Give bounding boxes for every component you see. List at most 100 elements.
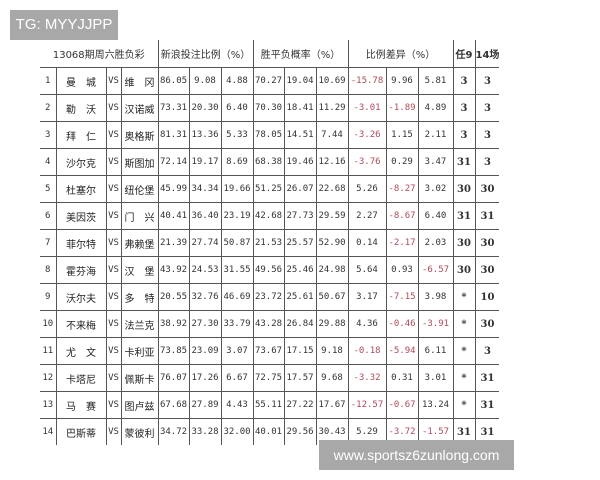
prob-value: 68.38 (252, 148, 284, 176)
c14-value: 30 (474, 310, 500, 338)
prob-value: 11.29 (315, 94, 348, 122)
ren9-value: 31 (452, 418, 475, 445)
sina-value: 34.72 (157, 418, 189, 445)
table-row: 13 马 赛 VS 图卢兹 67.68 27.89 4.43 55.11 27.22 17.67-… (40, 391, 500, 419)
vs-label: VS (105, 256, 121, 284)
table-row: 7 菲尔特 VS 弗赖堡 21.39 27.74 50.87 21.53 25.57 52.90 0… (40, 229, 500, 257)
diff-value: 0.93 (385, 256, 418, 284)
sina-value: 19.66 (220, 175, 253, 203)
row-number: 8 (40, 256, 56, 284)
diff-value: 5.26 (347, 175, 386, 203)
header-14: 14场 (474, 40, 500, 68)
vs-label: VS (105, 94, 121, 122)
prob-value: 17.67 (315, 391, 348, 419)
prob-value: 26.07 (283, 175, 316, 203)
c14-value: 31 (474, 202, 500, 230)
diff-value: -8.27 (385, 175, 418, 203)
diff-value: -8.67 (385, 202, 418, 230)
c14-value: 3 (474, 148, 500, 176)
sina-value: 27.30 (188, 310, 221, 338)
vs-label: VS (105, 67, 121, 95)
diff-value: -3.76 (347, 148, 386, 176)
sina-value: 73.31 (157, 94, 189, 122)
sina-value: 67.68 (157, 391, 189, 419)
prob-value: 72.75 (252, 364, 284, 392)
ren9-value: 30 (452, 229, 475, 257)
diff-value: -3.32 (347, 364, 386, 392)
home-team: 杜塞尔 (55, 175, 106, 203)
prob-value: 27.22 (283, 391, 316, 419)
sina-value: 43.92 (157, 256, 189, 284)
diff-value: 1.15 (385, 121, 418, 149)
sina-value: 20.30 (188, 94, 221, 122)
sina-value: 40.41 (157, 202, 189, 230)
home-team: 不来梅 (55, 310, 106, 338)
diff-value: 6.40 (417, 202, 453, 230)
ren9-value: 30 (452, 175, 475, 203)
sina-value: 27.74 (188, 229, 221, 257)
c14-value: 3 (474, 121, 500, 149)
ren9-value: * (452, 364, 475, 392)
header-prob: 胜平负概率（%） (252, 40, 348, 68)
diff-value: 0.14 (347, 229, 386, 257)
home-team: 卡塔尼 (55, 364, 106, 392)
diff-value: -0.18 (347, 337, 386, 365)
sina-value: 72.14 (157, 148, 189, 176)
prob-value: 43.28 (252, 310, 284, 338)
c14-value: 10 (474, 283, 500, 311)
prob-value: 21.53 (252, 229, 284, 257)
prob-value: 73.67 (252, 337, 284, 365)
prob-value: 52.90 (315, 229, 348, 257)
vs-label: VS (105, 283, 121, 311)
sina-value: 46.69 (220, 283, 253, 311)
diff-value: 3.01 (417, 364, 453, 392)
header-row: 13068期周六胜负彩 新浪投注比例（%） 胜平负概率（%） 比例差异（%） 任… (40, 40, 500, 68)
prob-value: 18.41 (283, 94, 316, 122)
table-row: 12 卡塔尼 VS 佩斯卡 76.07 17.26 6.67 72.75 17.57 9.68 -3… (40, 364, 500, 392)
home-team: 沙尔克 (55, 148, 106, 176)
away-team: 汉 堡 (120, 256, 158, 284)
vs-label: VS (105, 148, 121, 176)
watermark-bottom: www.sportsz6zunlong.com (319, 440, 514, 470)
c14-value: 30 (474, 256, 500, 284)
row-number: 11 (40, 337, 56, 365)
prob-value: 24.98 (315, 256, 348, 284)
diff-value: 6.11 (417, 337, 453, 365)
diff-value: 3.98 (417, 283, 453, 311)
diff-value: -2.17 (385, 229, 418, 257)
away-team: 蒙彼利 (120, 418, 158, 445)
sina-value: 36.40 (188, 202, 221, 230)
diff-value: 3.17 (347, 283, 386, 311)
row-number: 5 (40, 175, 56, 203)
prob-value: 9.18 (315, 337, 348, 365)
table-row: 5 杜塞尔 VS 纽伦堡 45.99 34.34 19.66 51.25 26.07 22.68 5… (40, 175, 500, 203)
diff-value: 0.31 (385, 364, 418, 392)
diff-value: -6.57 (417, 256, 453, 284)
ren9-value: * (452, 283, 475, 311)
sina-value: 23.19 (220, 202, 253, 230)
home-team: 拜 仁 (55, 121, 106, 149)
sina-value: 3.07 (220, 337, 253, 365)
row-number: 3 (40, 121, 56, 149)
diff-value: -5.94 (385, 337, 418, 365)
vs-label: VS (105, 121, 121, 149)
sina-value: 33.28 (188, 418, 221, 445)
vs-label: VS (105, 310, 121, 338)
diff-value: 3.47 (417, 148, 453, 176)
sina-value: 4.43 (220, 391, 253, 419)
sina-value: 33.79 (220, 310, 253, 338)
sina-value: 9.08 (188, 67, 221, 95)
diff-value: 0.29 (385, 148, 418, 176)
sina-value: 19.17 (188, 148, 221, 176)
vs-label: VS (105, 337, 121, 365)
prob-value: 19.46 (283, 148, 316, 176)
diff-value: -12.57 (347, 391, 386, 419)
sina-value: 24.53 (188, 256, 221, 284)
sina-value: 45.99 (157, 175, 189, 203)
ren9-value: * (452, 310, 475, 338)
prob-value: 14.51 (283, 121, 316, 149)
diff-value: 4.36 (347, 310, 386, 338)
sina-value: 21.39 (157, 229, 189, 257)
